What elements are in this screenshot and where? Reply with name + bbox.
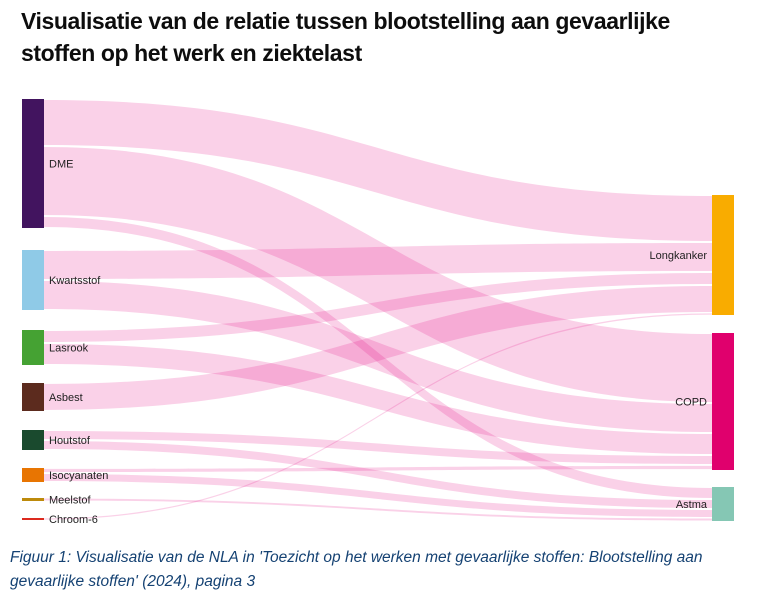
sankey-node-label-longkanker: Longkanker bbox=[650, 250, 708, 262]
sankey-link-houtstof-copd bbox=[44, 431, 712, 464]
sankey-link-dme-longkanker bbox=[44, 100, 712, 241]
sankey-node-label-kwartsstof: Kwartsstof bbox=[49, 275, 101, 287]
sankey-link-dme-astma bbox=[44, 217, 712, 498]
sankey-link-chroom6-longkanker bbox=[44, 313, 712, 520]
sankey-link-asbest-longkanker bbox=[44, 286, 712, 410]
sankey-node-kwartsstof bbox=[22, 250, 44, 310]
sankey-node-label-astma: Astma bbox=[676, 499, 708, 511]
figure-caption: Figuur 1: Visualisatie van de NLA in 'To… bbox=[10, 549, 703, 591]
sankey-node-label-isocyanaten: Isocyanaten bbox=[49, 470, 108, 482]
sankey-nodes-layer bbox=[22, 99, 734, 521]
sankey-node-label-meelstof: Meelstof bbox=[49, 495, 92, 507]
page-title: Visualisatie van de relatie tussen bloot… bbox=[21, 8, 670, 66]
sankey-link-dme-copd bbox=[44, 147, 712, 402]
sankey-node-lasrook bbox=[22, 330, 44, 365]
sankey-link-lasrook-copd bbox=[44, 344, 712, 454]
sankey-node-label-lasrook: Lasrook bbox=[49, 343, 89, 355]
sankey-node-label-dme: DME bbox=[49, 159, 73, 171]
sankey-links-layer bbox=[44, 100, 712, 521]
sankey-link-isocyanaten-copd bbox=[44, 465, 712, 473]
sankey-node-houtstof bbox=[22, 430, 44, 450]
sankey-node-asbest bbox=[22, 383, 44, 411]
sankey-node-meelstof bbox=[22, 498, 44, 501]
sankey-labels-layer: DME Kwartsstof Lasrook Asbest Houtstof Isocya… bbox=[49, 159, 708, 527]
sankey-node-isocyanaten bbox=[22, 468, 44, 482]
sankey-node-label-chroom6: Chroom-6 bbox=[49, 514, 98, 526]
sankey-link-houtstof-astma bbox=[44, 441, 712, 508]
sankey-node-astma bbox=[712, 487, 734, 521]
sankey-node-copd bbox=[712, 333, 734, 470]
sankey-node-chroom6 bbox=[22, 518, 44, 520]
sankey-link-isocyanaten-astma bbox=[44, 474, 712, 517]
sankey-link-meelstof-astma bbox=[44, 498, 712, 521]
sankey-node-label-asbest: Asbest bbox=[49, 392, 83, 404]
sankey-node-dme bbox=[22, 99, 44, 228]
sankey-node-label-copd: COPD bbox=[675, 397, 707, 409]
sankey-node-longkanker bbox=[712, 195, 734, 315]
sankey-link-kwartsstof-copd bbox=[44, 281, 712, 432]
sankey-link-kwartsstof-longkanker bbox=[44, 243, 712, 279]
sankey-link-lasrook-longkanker bbox=[44, 273, 712, 342]
sankey-node-label-houtstof: Houtstof bbox=[49, 435, 91, 447]
